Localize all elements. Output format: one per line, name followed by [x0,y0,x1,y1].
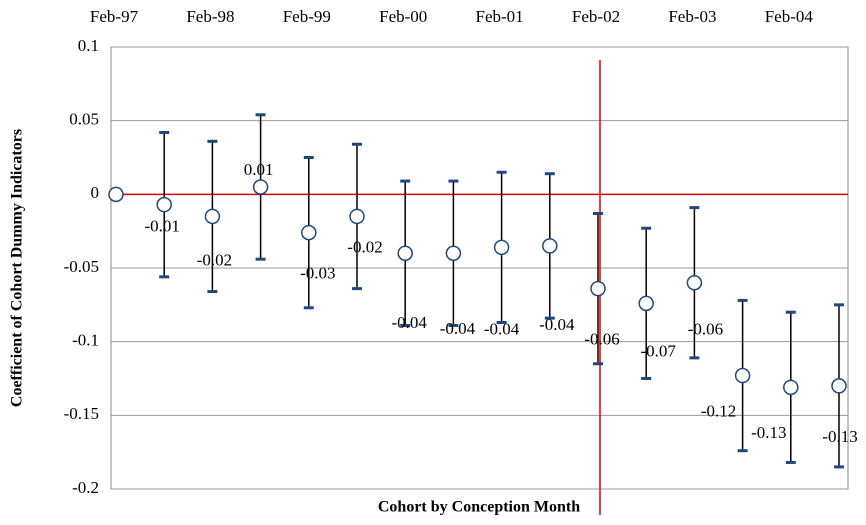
marker [252,179,269,195]
x-tick-label: Feb-97 [90,7,139,26]
marker [397,245,413,262]
data-label: -0.04 [440,319,476,338]
data-label: -0.03 [300,264,335,283]
y-tick-label: 0.1 [78,36,99,55]
marker [445,245,462,262]
marker [831,378,847,394]
y-tick-label: -0.05 [64,257,99,276]
data-label: -0.13 [751,423,786,442]
marker [638,295,654,312]
data-label: -0.12 [701,401,736,420]
y-tick-label: 0.05 [69,110,99,129]
data-label: -0.02 [197,250,232,269]
x-tick-label: Feb-01 [476,7,524,26]
data-label: -0.04 [391,313,427,332]
y-tick-label: -0.2 [72,478,99,497]
data-label: -0.06 [584,330,619,349]
x-tick-label: Feb-00 [379,7,427,26]
marker [301,224,317,241]
marker [493,239,510,256]
marker [542,238,558,254]
marker [590,280,606,297]
marker [734,367,751,384]
marker [783,379,799,396]
y-tick-label: 0 [91,183,100,202]
marker [156,196,172,213]
x-tick-label: Feb-02 [572,7,620,26]
data-label: -0.04 [484,319,520,338]
marker [686,274,703,291]
marker [349,208,365,225]
marker [108,186,124,203]
x-tick-label: Feb-04 [765,7,814,26]
data-label: -0.04 [539,315,575,334]
y-tick-label: -0.15 [64,404,99,423]
y-tick-label: -0.1 [72,331,99,350]
y-axis-label: Coefficient of Cohort Dummy Indicators [9,129,26,407]
x-tick-label: Feb-99 [283,7,331,26]
data-label: -0.02 [347,237,382,256]
data-label: 0.01 [244,160,274,179]
marker [204,208,221,225]
data-label: -0.07 [640,341,676,360]
x-tick-label: Feb-03 [668,7,716,26]
data-label: -0.13 [822,427,857,446]
data-label: -0.06 [688,320,723,339]
x-axis-label: Cohort by Conception Month [378,499,580,516]
x-tick-label: Feb-98 [186,7,234,26]
data-label: -0.01 [144,217,179,236]
